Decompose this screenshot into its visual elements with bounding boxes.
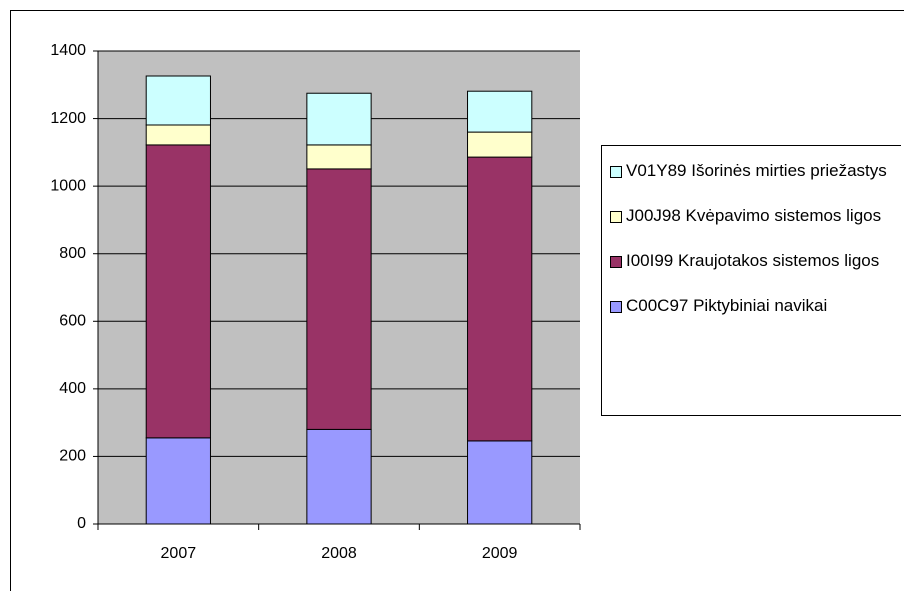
legend-item: J00J98 Kvėpavimo sistemos ligos xyxy=(610,205,901,227)
bar-segment xyxy=(145,124,211,146)
y-tick-label: 200 xyxy=(59,448,86,465)
x-tick-label: 2009 xyxy=(482,545,518,562)
bar-segment xyxy=(306,428,372,525)
legend-item: C00C97 Piktybiniai navikai xyxy=(610,295,901,317)
bar-segment xyxy=(306,144,372,170)
legend-item: V01Y89 Išorinės mirties priežastys xyxy=(610,160,901,182)
bar-segment xyxy=(145,144,211,439)
bar-segment xyxy=(145,437,211,525)
bar-segment xyxy=(306,92,372,146)
bar-segment xyxy=(467,440,533,525)
bar-segment xyxy=(306,168,372,430)
bar-segment xyxy=(467,131,533,158)
bar-segment xyxy=(145,75,211,126)
y-tick-label: 400 xyxy=(59,380,86,397)
legend: V01Y89 Išorinės mirties priežastys J00J98… xyxy=(601,145,901,416)
y-tick-label: 1000 xyxy=(50,177,86,194)
x-tick-label: 2007 xyxy=(161,545,197,562)
legend-swatch xyxy=(610,166,622,178)
y-tick-label: 800 xyxy=(59,245,86,262)
y-tick-label: 1200 xyxy=(50,110,86,127)
legend-label: V01Y89 Išorinės mirties priežastys xyxy=(626,161,887,180)
legend-label: J00J98 Kvėpavimo sistemos ligos xyxy=(626,206,882,225)
legend-label: C00C97 Piktybiniai navikai xyxy=(626,296,828,315)
y-tick-label: 1400 xyxy=(50,42,86,59)
bar-segment xyxy=(467,90,533,133)
x-tick-label: 2008 xyxy=(321,545,357,562)
legend-swatch xyxy=(610,211,622,223)
legend-swatch xyxy=(610,256,622,268)
legend-label: I00I99 Kraujotakos sistemos ligos xyxy=(626,251,880,270)
y-tick-label: 0 xyxy=(77,515,86,532)
bar-segment xyxy=(467,156,533,442)
y-tick-label: 600 xyxy=(59,313,86,330)
legend-item: I00I99 Kraujotakos sistemos ligos xyxy=(610,250,901,272)
legend-swatch xyxy=(610,301,622,313)
